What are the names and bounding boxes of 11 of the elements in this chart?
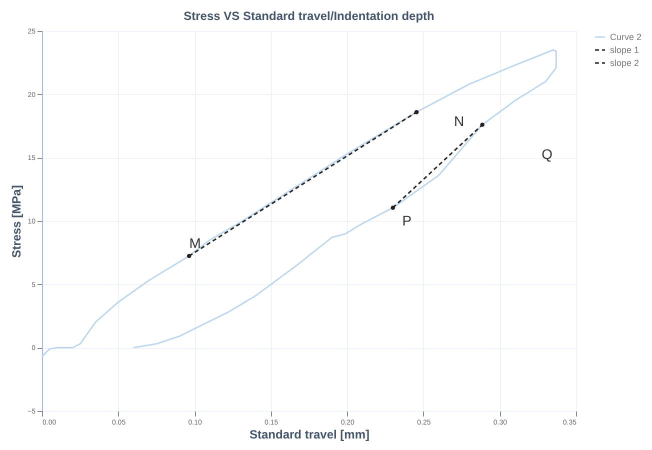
legend-label: slope 1 [610,45,640,55]
annotation: Q [542,146,553,162]
legend-label: slope 2 [610,58,640,68]
x-axis-title: Standard travel [mm] [249,428,370,442]
line-series [41,49,557,358]
y-axis-title: Stress [MPa] [10,185,24,258]
annotation: P [402,212,412,229]
legend-label: Curve 2 [610,32,642,42]
annotation: N [454,113,464,129]
chart-title: Stress VS Standard travel/Indentation depth [184,9,434,23]
annotation: M [189,234,201,251]
